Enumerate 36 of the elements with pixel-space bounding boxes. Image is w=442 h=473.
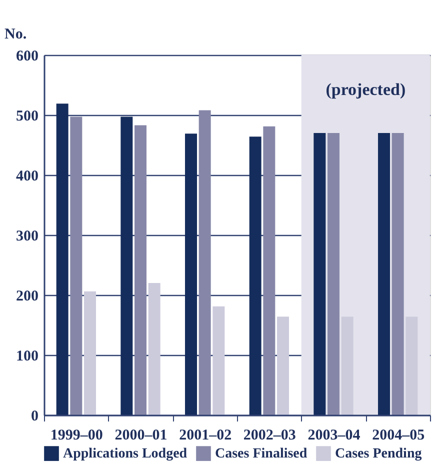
y-tick-label: 400 bbox=[16, 168, 38, 184]
bar bbox=[185, 134, 197, 415]
bar bbox=[378, 133, 390, 415]
x-tick-label: 2004–05 bbox=[372, 428, 425, 444]
band-label: (projected) bbox=[326, 80, 406, 99]
x-tick-label: 2000–01 bbox=[114, 428, 168, 444]
x-tick-label: 1999–00 bbox=[50, 428, 103, 444]
legend-label: Cases Pending bbox=[335, 446, 422, 462]
bar bbox=[277, 316, 289, 415]
bar bbox=[56, 104, 68, 415]
bar bbox=[70, 116, 82, 415]
y-tick-label: 500 bbox=[16, 108, 38, 124]
bar bbox=[249, 136, 262, 415]
x-tick-label: 2002–03 bbox=[243, 428, 296, 444]
x-tick-label: 2001–02 bbox=[179, 428, 232, 444]
bar bbox=[328, 133, 340, 415]
y-tick-label: 200 bbox=[16, 288, 38, 304]
y-tick-label: 600 bbox=[16, 48, 38, 64]
y-tick-label: 300 bbox=[16, 228, 38, 244]
bar bbox=[134, 125, 146, 415]
legend-label: Applications Lodged bbox=[63, 446, 188, 462]
legend-label: Cases Finalised bbox=[215, 446, 308, 462]
bar bbox=[341, 316, 354, 415]
bar bbox=[198, 110, 211, 415]
y-tick-label: 0 bbox=[31, 408, 38, 424]
bar bbox=[84, 291, 96, 415]
bar bbox=[314, 133, 326, 415]
x-tick-label: 2003–04 bbox=[308, 428, 361, 444]
bar bbox=[148, 283, 160, 415]
bar bbox=[406, 316, 418, 415]
bar bbox=[263, 126, 276, 415]
y-tick-label: 100 bbox=[16, 348, 38, 364]
bar bbox=[212, 306, 225, 415]
bar bbox=[392, 133, 404, 415]
y-axis-title: No. bbox=[4, 26, 27, 42]
bar bbox=[120, 116, 133, 415]
